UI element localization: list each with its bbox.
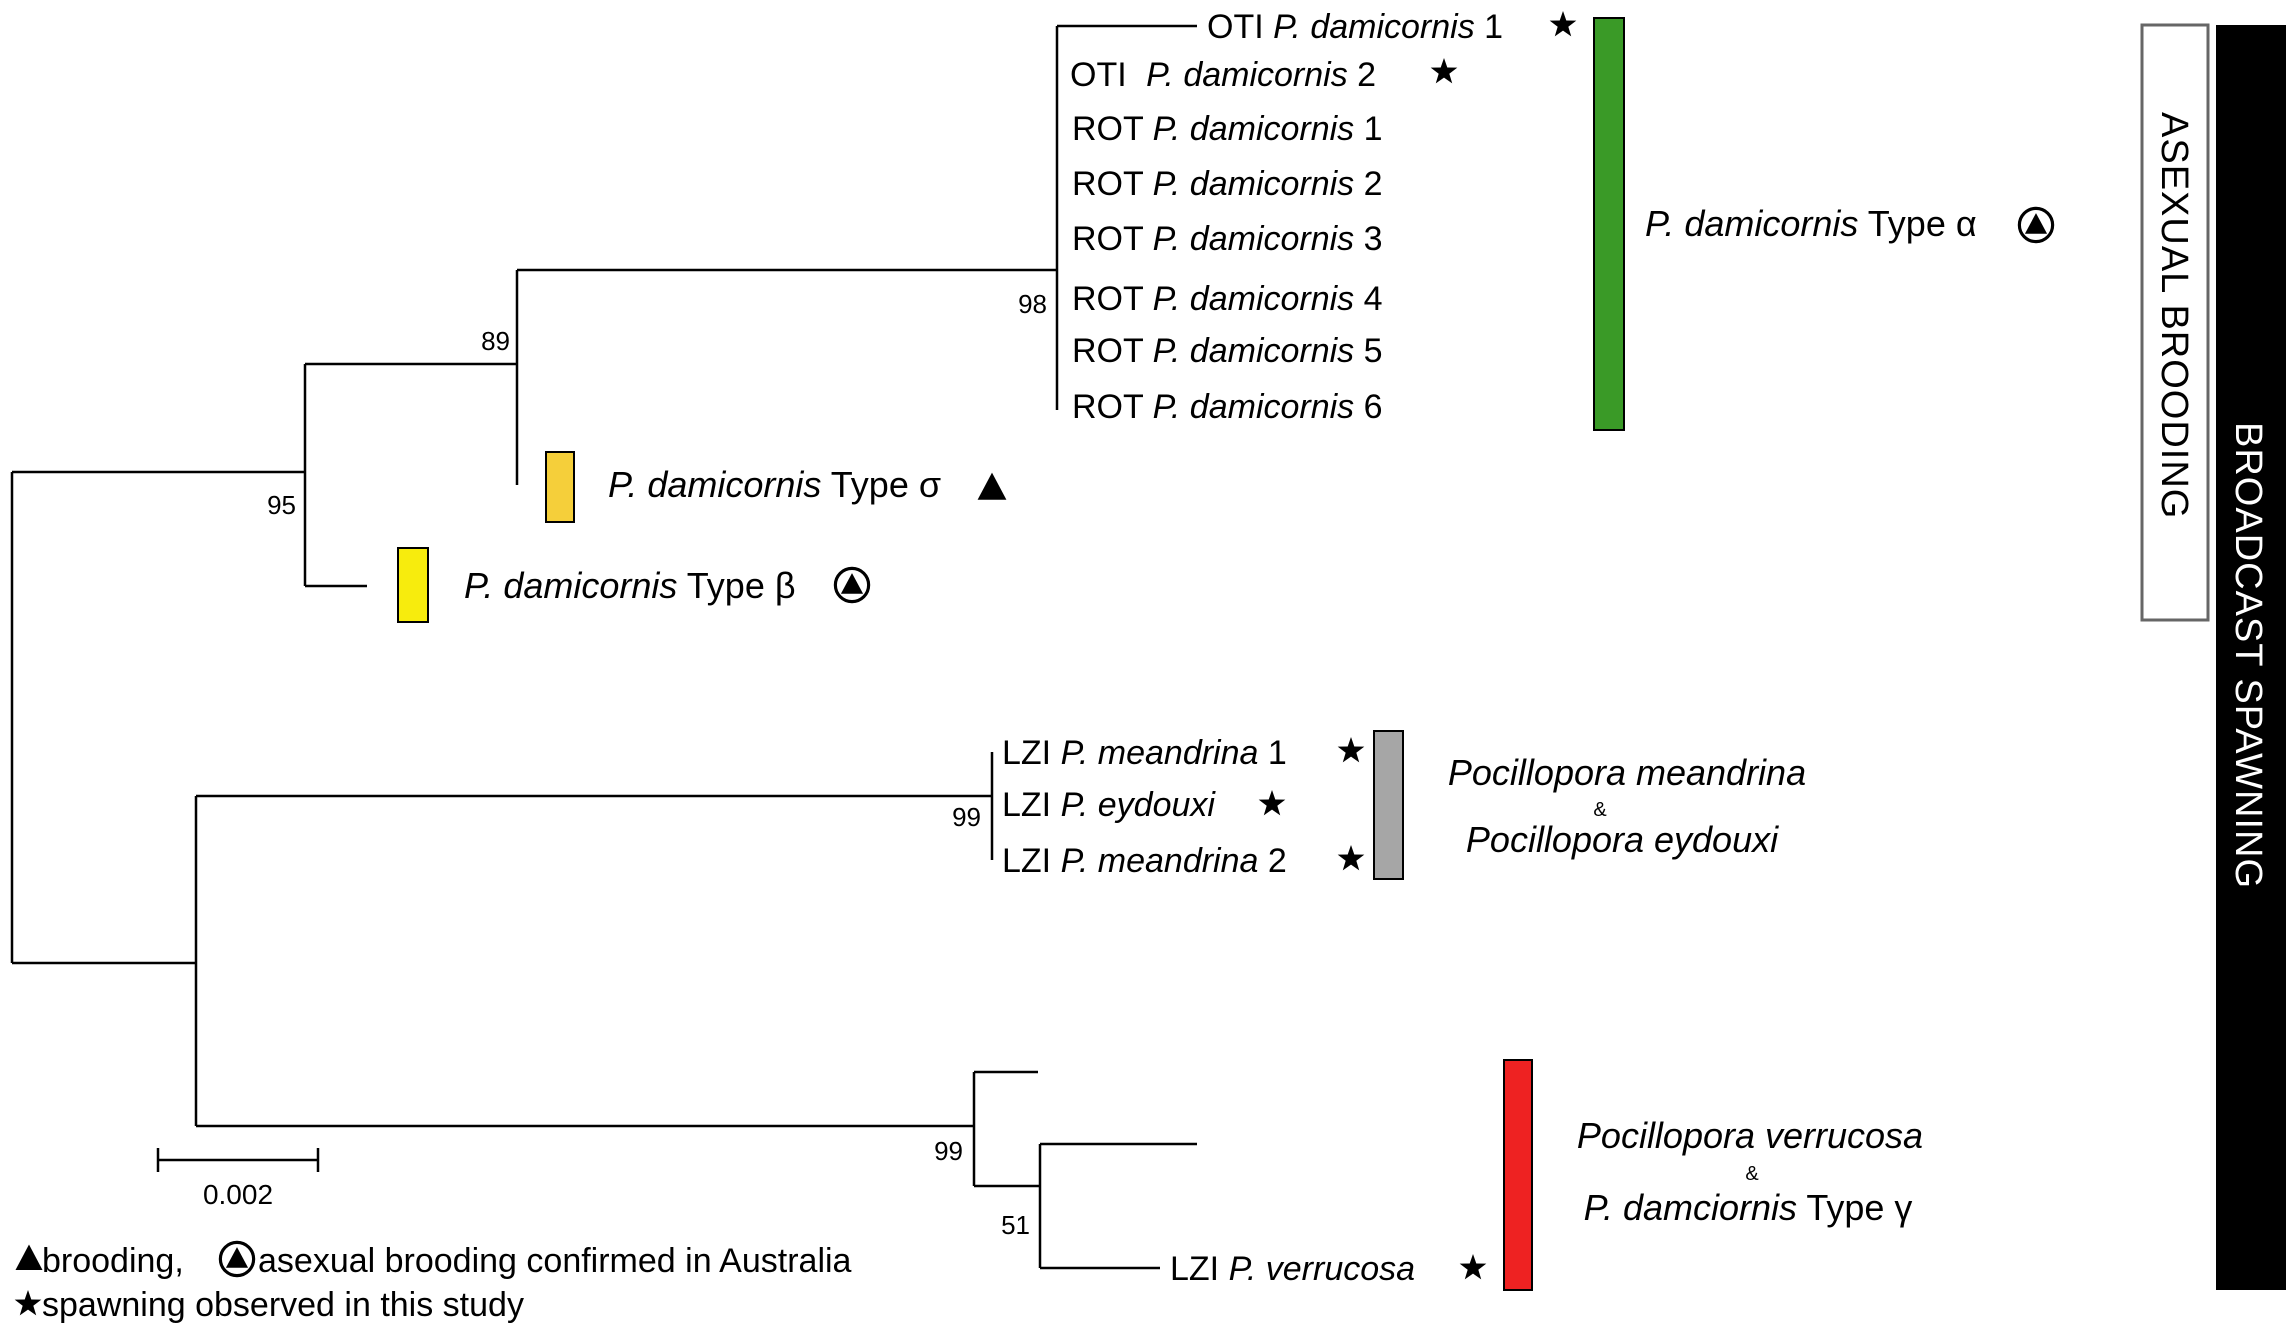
star-icon xyxy=(1337,845,1365,871)
triangle-icon xyxy=(977,472,1007,500)
star-icon xyxy=(1337,737,1365,763)
bootstrap-98: 98 xyxy=(1018,289,1047,319)
star-icon xyxy=(1258,790,1286,816)
star-icon xyxy=(1459,1254,1487,1280)
ampersand: & xyxy=(1593,799,1607,821)
clade-label-alpha: P. damicornis Type α xyxy=(1645,203,1977,244)
tip-labels-alpha: OTI P. damicornis 1 OTI P. damicornis 2 … xyxy=(1070,8,1577,426)
tip-label: ROT P. damicornis 6 xyxy=(1072,388,1383,426)
broadcast-spawning-bar xyxy=(2216,25,2286,1290)
legend-asexual: asexual brooding confirmed in Australia xyxy=(258,1242,852,1280)
tip-label: LZI P. verrucosa xyxy=(1170,1250,1415,1288)
tip-label: ROT P. damicornis 3 xyxy=(1072,220,1383,258)
bootstrap-89: 89 xyxy=(481,326,510,356)
clade-bar-alpha xyxy=(1593,17,1625,431)
bootstrap-99-meandrina: 99 xyxy=(952,802,981,832)
tip-label: ROT P. damicornis 5 xyxy=(1072,332,1383,370)
ampersand: & xyxy=(1745,1163,1759,1185)
tip-label: LZI P. eydouxi xyxy=(1002,786,1216,824)
clade-label-sigma: P. damicornis Type σ xyxy=(608,464,941,505)
tip-label: LZI P. meandrina 1 xyxy=(1002,734,1287,772)
circled-triangle-icon xyxy=(2017,206,2055,244)
clade-label-beta: P. damicornis Type β xyxy=(464,565,796,606)
triangle-icon xyxy=(15,1244,43,1270)
tip-label: OTI P. damicornis 2 xyxy=(1070,56,1376,94)
bootstrap-values: 98 89 95 99 99 51 xyxy=(267,289,1047,1240)
clade-bar-sigma xyxy=(545,451,575,523)
tip-label: LZI P. meandrina 2 xyxy=(1002,842,1287,880)
tree-branches xyxy=(10,24,1197,1270)
scale-label: 0.002 xyxy=(203,1179,273,1210)
scale-bar: 0.002 xyxy=(156,1148,320,1210)
clade-bar-beta xyxy=(397,547,429,623)
clade-label-gamma: P. damciornis Type γ xyxy=(1584,1187,1913,1228)
tip-label: ROT P. damicornis 4 xyxy=(1072,280,1383,318)
star-icon xyxy=(14,1290,42,1316)
tip-label: ROT P. damicornis 2 xyxy=(1072,165,1383,203)
legend: brooding, asexual brooding confirmed in … xyxy=(14,1240,852,1324)
clade-bar-meandrina xyxy=(1373,730,1404,880)
bootstrap-51: 51 xyxy=(1001,1210,1030,1240)
clade-label-verrucosa: Pocillopora verrucosa xyxy=(1577,1115,1923,1156)
bootstrap-95: 95 xyxy=(267,490,296,520)
star-icon xyxy=(1430,58,1458,84)
circled-triangle-icon xyxy=(218,1240,256,1278)
asexual-brooding-box xyxy=(2140,23,2210,622)
broadcast-spawning-label: BROADCAST SPAWNING xyxy=(2227,422,2269,889)
circled-triangle-icon xyxy=(833,566,871,604)
tip-label: OTI P. damicornis 1 xyxy=(1207,8,1503,46)
clade-label-meandrina: Pocillopora meandrina xyxy=(1448,752,1806,793)
tip-labels-meandrina: LZI P. meandrina 1 LZI P. eydouxi LZI P.… xyxy=(1002,734,1365,880)
legend-spawning: spawning observed in this study xyxy=(42,1286,524,1324)
asexual-brooding-label: ASEXUAL BROODING xyxy=(2153,112,2195,519)
clade-label-eydouxi: Pocillopora eydouxi xyxy=(1466,819,1779,860)
bootstrap-99-verrucosa: 99 xyxy=(934,1136,963,1166)
star-icon xyxy=(1549,11,1577,37)
tip-label: ROT P. damicornis 1 xyxy=(1072,110,1383,148)
legend-brooding: brooding, xyxy=(42,1242,184,1280)
clade-bar-verrucosa xyxy=(1503,1059,1533,1291)
